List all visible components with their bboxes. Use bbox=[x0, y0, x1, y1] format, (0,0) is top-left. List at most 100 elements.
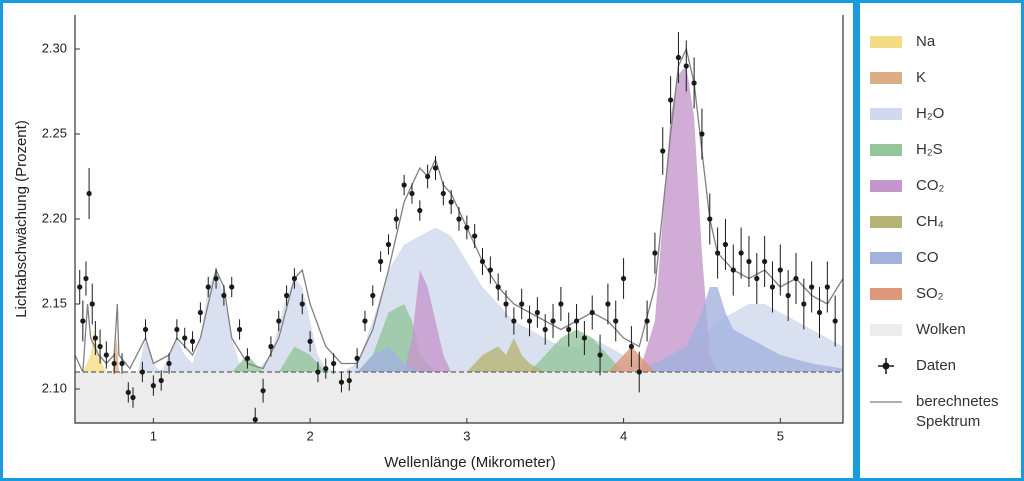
data-point bbox=[299, 301, 305, 307]
data-point bbox=[119, 360, 125, 367]
data-point bbox=[762, 258, 768, 265]
data-point bbox=[667, 97, 674, 103]
x-tick-label: 3 bbox=[463, 428, 470, 443]
data-point bbox=[526, 318, 533, 324]
data-point bbox=[89, 301, 95, 307]
data-point bbox=[785, 292, 791, 299]
legend-item: CO bbox=[870, 246, 1020, 282]
data-point bbox=[558, 301, 564, 307]
legend: Na K H₂O H₂S CO₂ CH₄ CO SO₂ Wolken Daten berechnet… bbox=[870, 30, 1020, 430]
data-point bbox=[252, 417, 258, 423]
data-point bbox=[92, 335, 98, 341]
legend-label: CO bbox=[916, 249, 939, 266]
data-point bbox=[816, 309, 823, 316]
data-point bbox=[754, 275, 760, 282]
x-axis-label: Wellenlänge (Mikrometer) bbox=[384, 454, 555, 471]
species-area bbox=[357, 287, 843, 372]
data-point bbox=[401, 182, 407, 188]
y-tick-label: 2.25 bbox=[42, 125, 67, 140]
data-point bbox=[205, 284, 211, 290]
legend-label: Daten bbox=[916, 357, 957, 374]
legend-label: SO₂ bbox=[916, 285, 944, 302]
data-point bbox=[503, 301, 509, 307]
data-point bbox=[315, 369, 321, 375]
data-point bbox=[644, 318, 650, 324]
data-point bbox=[189, 338, 196, 344]
data-point bbox=[573, 318, 580, 324]
data-point bbox=[432, 165, 439, 171]
legend-label: K bbox=[916, 69, 927, 86]
model-line bbox=[75, 47, 843, 373]
y-tick-label: 2.15 bbox=[42, 295, 67, 310]
data-point bbox=[268, 343, 274, 350]
data-point bbox=[691, 80, 697, 86]
data-point bbox=[385, 241, 392, 248]
data-point bbox=[80, 318, 86, 324]
data-point bbox=[370, 292, 376, 299]
data-point bbox=[738, 250, 744, 256]
data-point bbox=[542, 326, 548, 333]
data-point bbox=[628, 343, 635, 350]
data-point bbox=[675, 54, 682, 61]
data-point bbox=[409, 190, 415, 197]
legend-swatch bbox=[870, 216, 902, 228]
data-point bbox=[479, 258, 486, 265]
legend-label: Na bbox=[916, 33, 936, 50]
data-point bbox=[722, 241, 729, 248]
data-point bbox=[801, 301, 807, 307]
legend-label: CO₂ bbox=[916, 177, 945, 194]
data-point bbox=[150, 383, 156, 389]
data-point bbox=[276, 318, 282, 324]
legend-label: CH₄ bbox=[916, 213, 944, 230]
plot-area bbox=[75, 32, 843, 423]
x-tick-label: 5 bbox=[777, 428, 784, 443]
data-point bbox=[707, 216, 713, 222]
x-tick-label: 1 bbox=[150, 428, 157, 443]
data-point bbox=[487, 267, 493, 273]
data-point bbox=[425, 173, 431, 180]
data-point bbox=[832, 318, 838, 324]
legend-swatch bbox=[870, 36, 902, 48]
legend-label: H₂O bbox=[916, 105, 945, 122]
data-point bbox=[652, 250, 658, 256]
data-point bbox=[777, 267, 783, 273]
data-point bbox=[769, 284, 776, 290]
data-point bbox=[589, 309, 595, 316]
species-area bbox=[231, 304, 624, 372]
data-point bbox=[472, 233, 478, 239]
data-point bbox=[809, 284, 815, 290]
data-point bbox=[197, 309, 203, 316]
legend-item: H₂S bbox=[870, 138, 1020, 174]
x-tick-label: 2 bbox=[306, 428, 313, 443]
data-point bbox=[620, 275, 627, 282]
data-point bbox=[715, 250, 721, 256]
data-point bbox=[378, 258, 384, 265]
legend-item: berechnetes Spektrum bbox=[870, 390, 1020, 430]
data-point bbox=[83, 275, 89, 282]
data-point bbox=[683, 63, 689, 69]
data-point bbox=[182, 335, 188, 341]
data-point bbox=[139, 369, 145, 375]
data-point bbox=[550, 318, 556, 324]
y-tick-label: 2.30 bbox=[42, 40, 67, 55]
data-point bbox=[448, 199, 454, 205]
legend-item: SO₂ bbox=[870, 282, 1020, 318]
species-area bbox=[466, 338, 561, 372]
data-point bbox=[86, 190, 92, 197]
data-point bbox=[699, 131, 705, 137]
data-point bbox=[323, 366, 329, 372]
data-point bbox=[511, 318, 517, 324]
data-point bbox=[338, 379, 345, 385]
data-point bbox=[440, 190, 446, 197]
data-point bbox=[456, 216, 462, 222]
data-point bbox=[221, 292, 227, 299]
data-point bbox=[613, 318, 619, 324]
legend-item: Wolken bbox=[870, 318, 1020, 354]
legend-swatch bbox=[870, 72, 902, 84]
x-tick-label: 4 bbox=[620, 428, 627, 443]
legend-item: K bbox=[870, 66, 1020, 102]
data-point bbox=[660, 148, 666, 154]
data-point bbox=[534, 309, 540, 316]
